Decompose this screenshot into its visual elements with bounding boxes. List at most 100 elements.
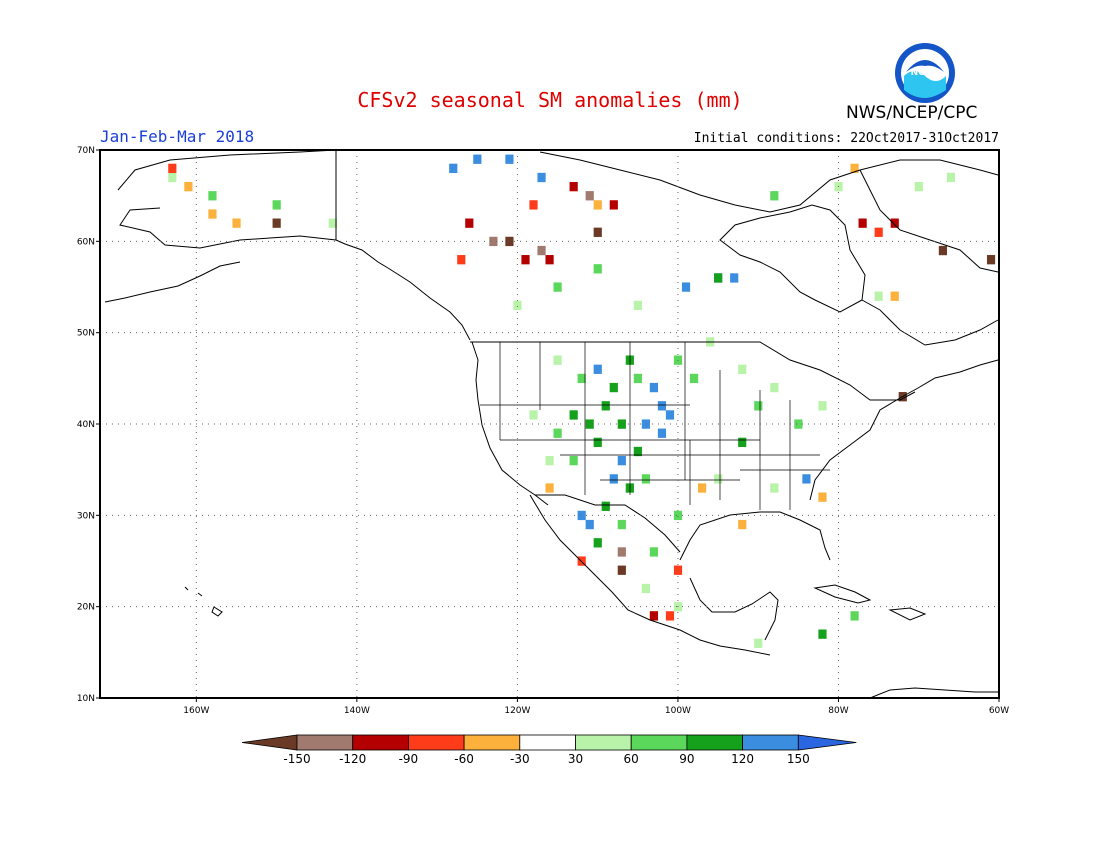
legend-swatch: [352, 734, 409, 751]
anomaly-cell: [641, 583, 650, 594]
anomaly-cell: [553, 355, 562, 365]
anomaly-cell: [770, 382, 779, 393]
anomaly-cell: [802, 474, 811, 484]
anomaly-cell: [537, 245, 546, 256]
anomaly-cell: [738, 364, 747, 374]
coastline-gulf: [679, 511, 831, 561]
anomaly-cell: [818, 492, 827, 502]
anomaly-cell: [665, 611, 675, 621]
anomaly-cell: [505, 236, 514, 247]
legend-swatch: [575, 734, 632, 751]
coastline-yucatan: [689, 577, 779, 641]
legend-swatch: [519, 734, 576, 751]
lat-tick-label: 70N: [77, 146, 95, 156]
anomaly-cell: [657, 428, 667, 438]
anomaly-cell: [521, 255, 530, 265]
anomaly-cell: [168, 172, 177, 183]
anomaly-cell: [754, 401, 763, 411]
anomaly-cell: [617, 547, 626, 557]
agency-label: NWS/NCEP/CPC: [846, 103, 978, 123]
anomaly-cell: [569, 455, 578, 466]
anomaly-cell: [649, 547, 659, 557]
anomaly-cell: [633, 446, 642, 457]
coastline-us-west: [471, 341, 549, 506]
anomaly-cell: [593, 200, 602, 210]
anomaly-cell: [673, 510, 683, 521]
anomaly-cell: [593, 364, 602, 374]
coastline-aleutians: [104, 261, 241, 303]
anomaly-cell: [272, 218, 281, 228]
anomaly-cell: [505, 154, 514, 164]
lat-tick-label: 60N: [77, 237, 95, 247]
anomaly-cell: [617, 419, 626, 429]
legend-arrow-low: [241, 734, 298, 751]
legend-swatch: [630, 734, 688, 751]
anomaly-cell: [946, 172, 956, 183]
anomaly-cell: [633, 300, 642, 311]
logo-wave: [904, 71, 946, 98]
coastline-alaska-west: [119, 207, 337, 249]
anomaly-cell: [850, 163, 859, 174]
legend-label: 120: [731, 752, 754, 766]
anomaly-cell: [730, 273, 739, 283]
anomaly-cell: [794, 419, 803, 429]
lon-tick-label: 100W: [665, 706, 691, 716]
anomaly-cell: [714, 474, 723, 484]
legend-label: -30: [510, 752, 530, 766]
anomaly-cell: [208, 191, 217, 201]
lon-tick-label: 80W: [828, 706, 848, 716]
anomaly-cell: [577, 373, 586, 384]
anomaly-cell: [232, 218, 241, 228]
anomaly-cell: [473, 154, 482, 164]
anomaly-cell: [681, 282, 691, 292]
anomaly-cell: [569, 181, 578, 192]
border-us-canada: [470, 341, 916, 401]
coastline-cuba: [813, 584, 872, 604]
anomaly-cell: [609, 200, 618, 210]
legend-label: 150: [787, 752, 810, 766]
anomaly-cell: [754, 638, 763, 648]
anomaly-cell: [537, 172, 546, 183]
state-lines: [480, 342, 830, 510]
anomaly-cell: [208, 209, 217, 219]
legend-label: -150: [283, 752, 310, 766]
legend-label: 60: [624, 752, 639, 766]
coastline-south-america: [869, 687, 998, 699]
anomaly-cell: [585, 419, 594, 429]
anomaly-cell: [529, 200, 538, 210]
anomaly-cell: [649, 382, 659, 393]
anomaly-cell: [184, 181, 193, 192]
logo-text: NOAA: [911, 68, 940, 78]
anomaly-cell: [641, 419, 650, 429]
anomaly-cell: [577, 510, 586, 521]
anomaly-cell: [609, 474, 618, 484]
anomaly-cell: [617, 565, 626, 575]
map-frame: [99, 149, 1000, 699]
anomaly-cell: [818, 401, 827, 411]
anomaly-cell: [449, 163, 458, 174]
coastline-layer: [104, 149, 999, 699]
anomaly-cell: [738, 437, 747, 448]
lat-tick-label: 50N: [77, 329, 95, 339]
anomaly-cell: [689, 373, 699, 384]
axis-ticks-layer: 10N 20N 30N 40N 50N 60N 70N 160W 140W 120W 100W 80W…: [77, 146, 1009, 716]
anomaly-cell: [585, 191, 594, 201]
anomaly-cell: [545, 255, 554, 265]
anomaly-cell: [649, 611, 659, 621]
initial-conditions: Initial conditions: 22Oct2017-31Oct2017: [693, 131, 999, 146]
anomaly-cell: [914, 181, 923, 192]
logo-bird: [906, 60, 944, 72]
coastline-pacific-canada: [387, 267, 471, 341]
anomaly-cell: [569, 410, 578, 420]
anomaly-cell: [697, 483, 707, 493]
anomaly-cell: [593, 227, 602, 237]
anomaly-cell: [553, 282, 562, 292]
legend-swatch: [686, 734, 744, 751]
anomaly-cell: [545, 455, 554, 466]
coastline-baja: [529, 494, 771, 656]
legend-swatch: [296, 734, 354, 751]
lat-tick-label: 40N: [77, 420, 95, 430]
anomaly-cell: [770, 191, 779, 201]
anomaly-cell: [457, 255, 466, 265]
anomaly-cell: [593, 437, 602, 448]
